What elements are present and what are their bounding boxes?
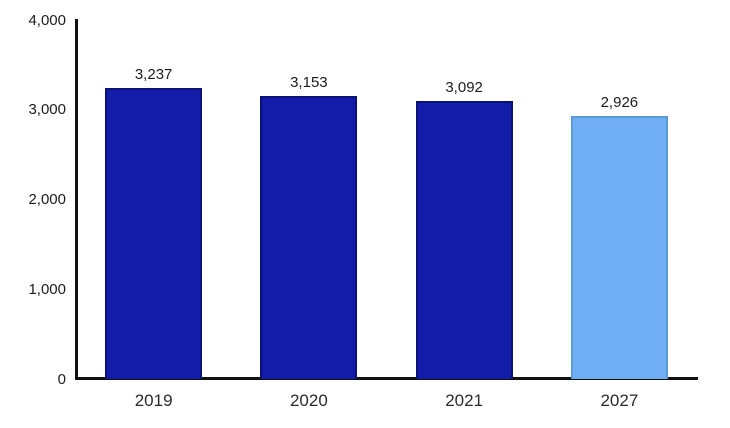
bar-value-label: 3,092 — [445, 79, 483, 97]
bar-value-label: 3,153 — [290, 74, 328, 92]
bar-2021 — [415, 101, 513, 379]
bar-value-label: 2,926 — [600, 94, 639, 112]
y-tick-label: 3,000 — [28, 101, 66, 119]
x-tick-label-2019: 2019 — [134, 391, 173, 410]
y-tick-label: 0 — [57, 370, 66, 388]
y-tick-label: 4,000 — [28, 11, 66, 29]
x-tick-label-2021: 2021 — [445, 391, 484, 410]
bar-2027 — [570, 116, 668, 379]
x-tick-label-2027: 2027 — [600, 391, 639, 410]
y-tick-label: 1,000 — [28, 280, 66, 298]
x-axis-line — [75, 377, 698, 380]
y-tick-label: 2,000 — [28, 191, 66, 208]
y-axis-line — [75, 19, 78, 380]
x-tick-label-2020: 2020 — [289, 391, 328, 410]
bar-value-label: 3,237 — [134, 66, 173, 84]
bar-2020 — [260, 96, 358, 379]
bar-2019 — [105, 88, 203, 379]
